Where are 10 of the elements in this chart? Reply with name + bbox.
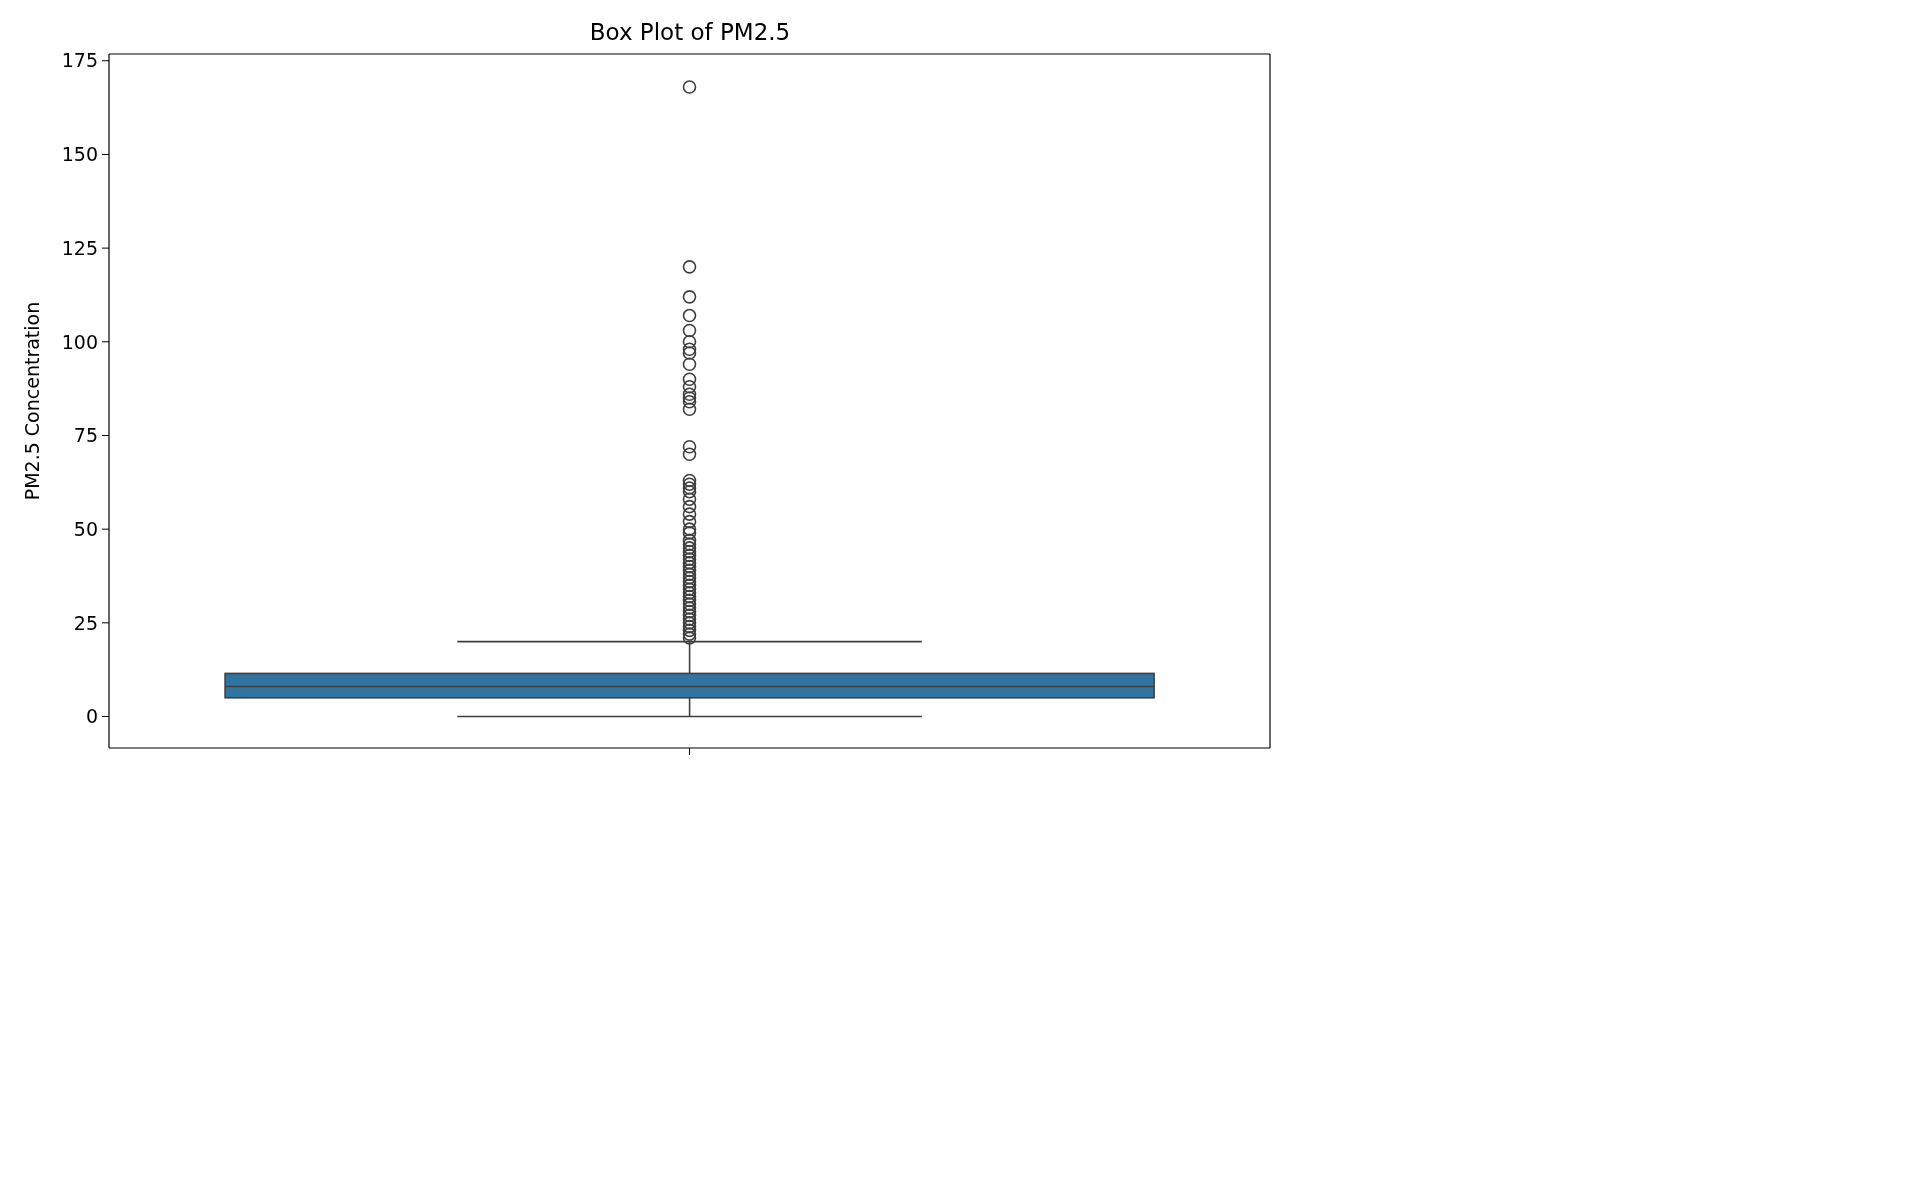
y-tick-label: 75 — [73, 424, 98, 447]
y-axis-title: PM2.5 Concentration — [21, 301, 43, 501]
y-tick-label: 100 — [61, 330, 98, 353]
y-tick-label: 50 — [73, 517, 98, 540]
y-tick-label: 150 — [61, 143, 98, 166]
y-tick-label: 175 — [61, 49, 98, 72]
chart-title: Box Plot of PM2.5 — [588, 18, 792, 46]
y-tick-label: 0 — [85, 705, 98, 728]
y-tick-label: 125 — [61, 236, 98, 259]
y-tick-label: 25 — [73, 611, 98, 634]
